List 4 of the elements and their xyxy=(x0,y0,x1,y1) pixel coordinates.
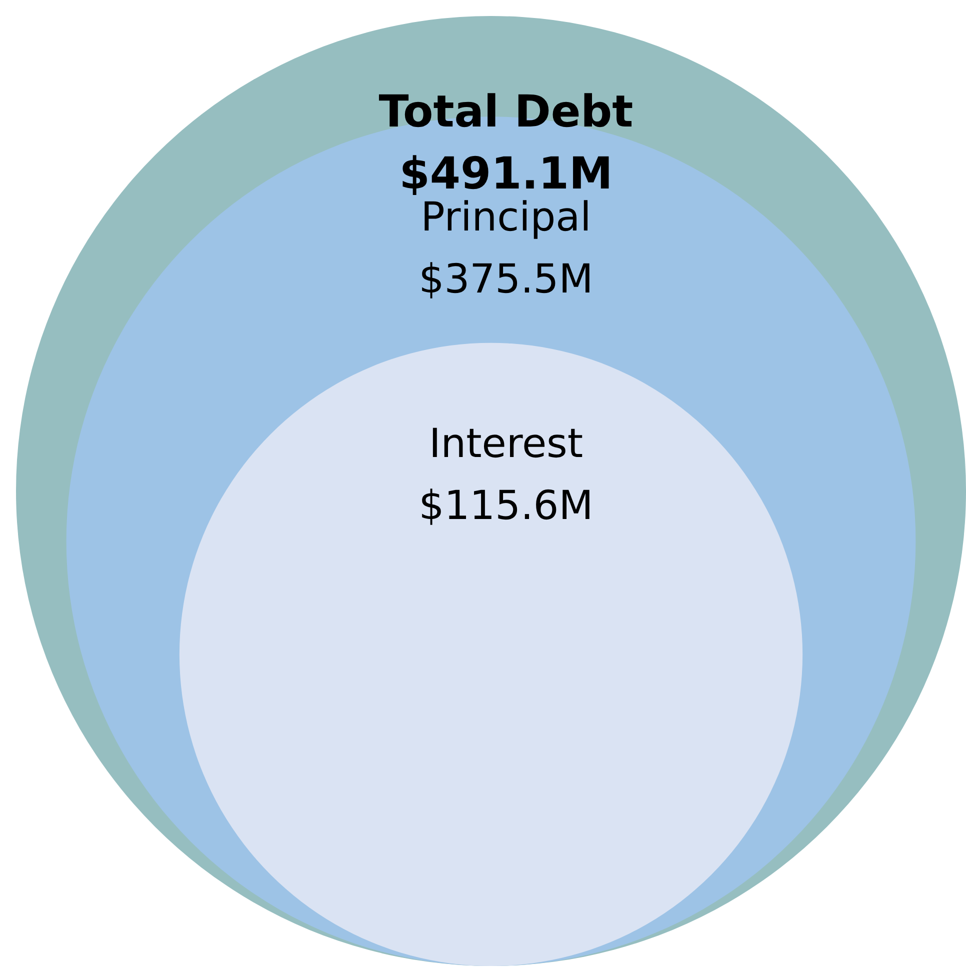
category-label: Interest xyxy=(428,420,584,467)
data-label: $115.6M xyxy=(418,482,594,529)
data-label: $375.5M xyxy=(418,256,594,303)
category-label: Total Debt xyxy=(378,86,634,138)
